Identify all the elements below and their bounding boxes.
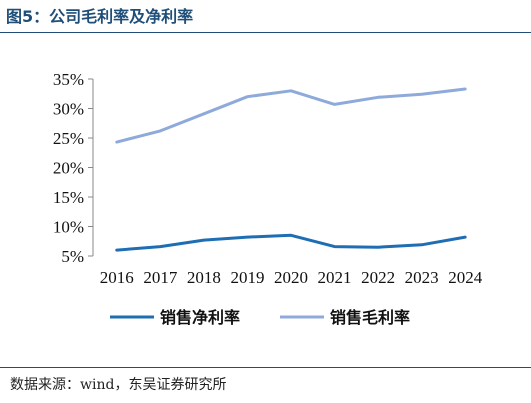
source-divider <box>0 367 531 368</box>
x-tick-label: 2020 <box>274 268 308 287</box>
y-tick-label: 35% <box>53 70 84 89</box>
x-tick-label: 2023 <box>405 268 439 287</box>
legend-label: 销售净利率 <box>160 308 240 327</box>
title-divider <box>0 32 531 33</box>
chart-axes: 5% 10% 15% 20% 25% 30% 35% 2016 2017 2018 2019 2020… <box>53 70 483 287</box>
figure-title: 图5：公司毛利率及净利率 <box>6 7 194 26</box>
y-tick-label: 20% <box>53 159 84 178</box>
chart-series <box>115 87 467 252</box>
x-tick-label: 2016 <box>100 268 134 287</box>
chart-legend: 销售净利率 销售毛利率 <box>110 308 410 327</box>
source-note: 数据来源：wind，东吴证券研究所 <box>10 377 227 393</box>
x-tick-label: 2017 <box>143 268 178 287</box>
x-tick-label: 2019 <box>230 268 264 287</box>
y-tick-label: 25% <box>53 129 84 148</box>
legend-label: 销售毛利率 <box>330 308 410 327</box>
series-line <box>115 233 467 252</box>
series-line <box>115 87 467 144</box>
x-tick-label: 2018 <box>187 268 221 287</box>
x-tick-label: 2021 <box>318 268 352 287</box>
y-tick-label: 10% <box>53 218 84 237</box>
line-chart: 5% 10% 15% 20% 25% 30% 35% 2016 2017 2018 2019 2020… <box>53 70 483 327</box>
x-tick-label: 2022 <box>361 268 395 287</box>
y-tick-label: 5% <box>61 247 84 266</box>
x-tick-label: 2024 <box>448 268 483 287</box>
y-tick-label: 30% <box>53 100 84 119</box>
y-tick-label: 15% <box>53 188 84 207</box>
